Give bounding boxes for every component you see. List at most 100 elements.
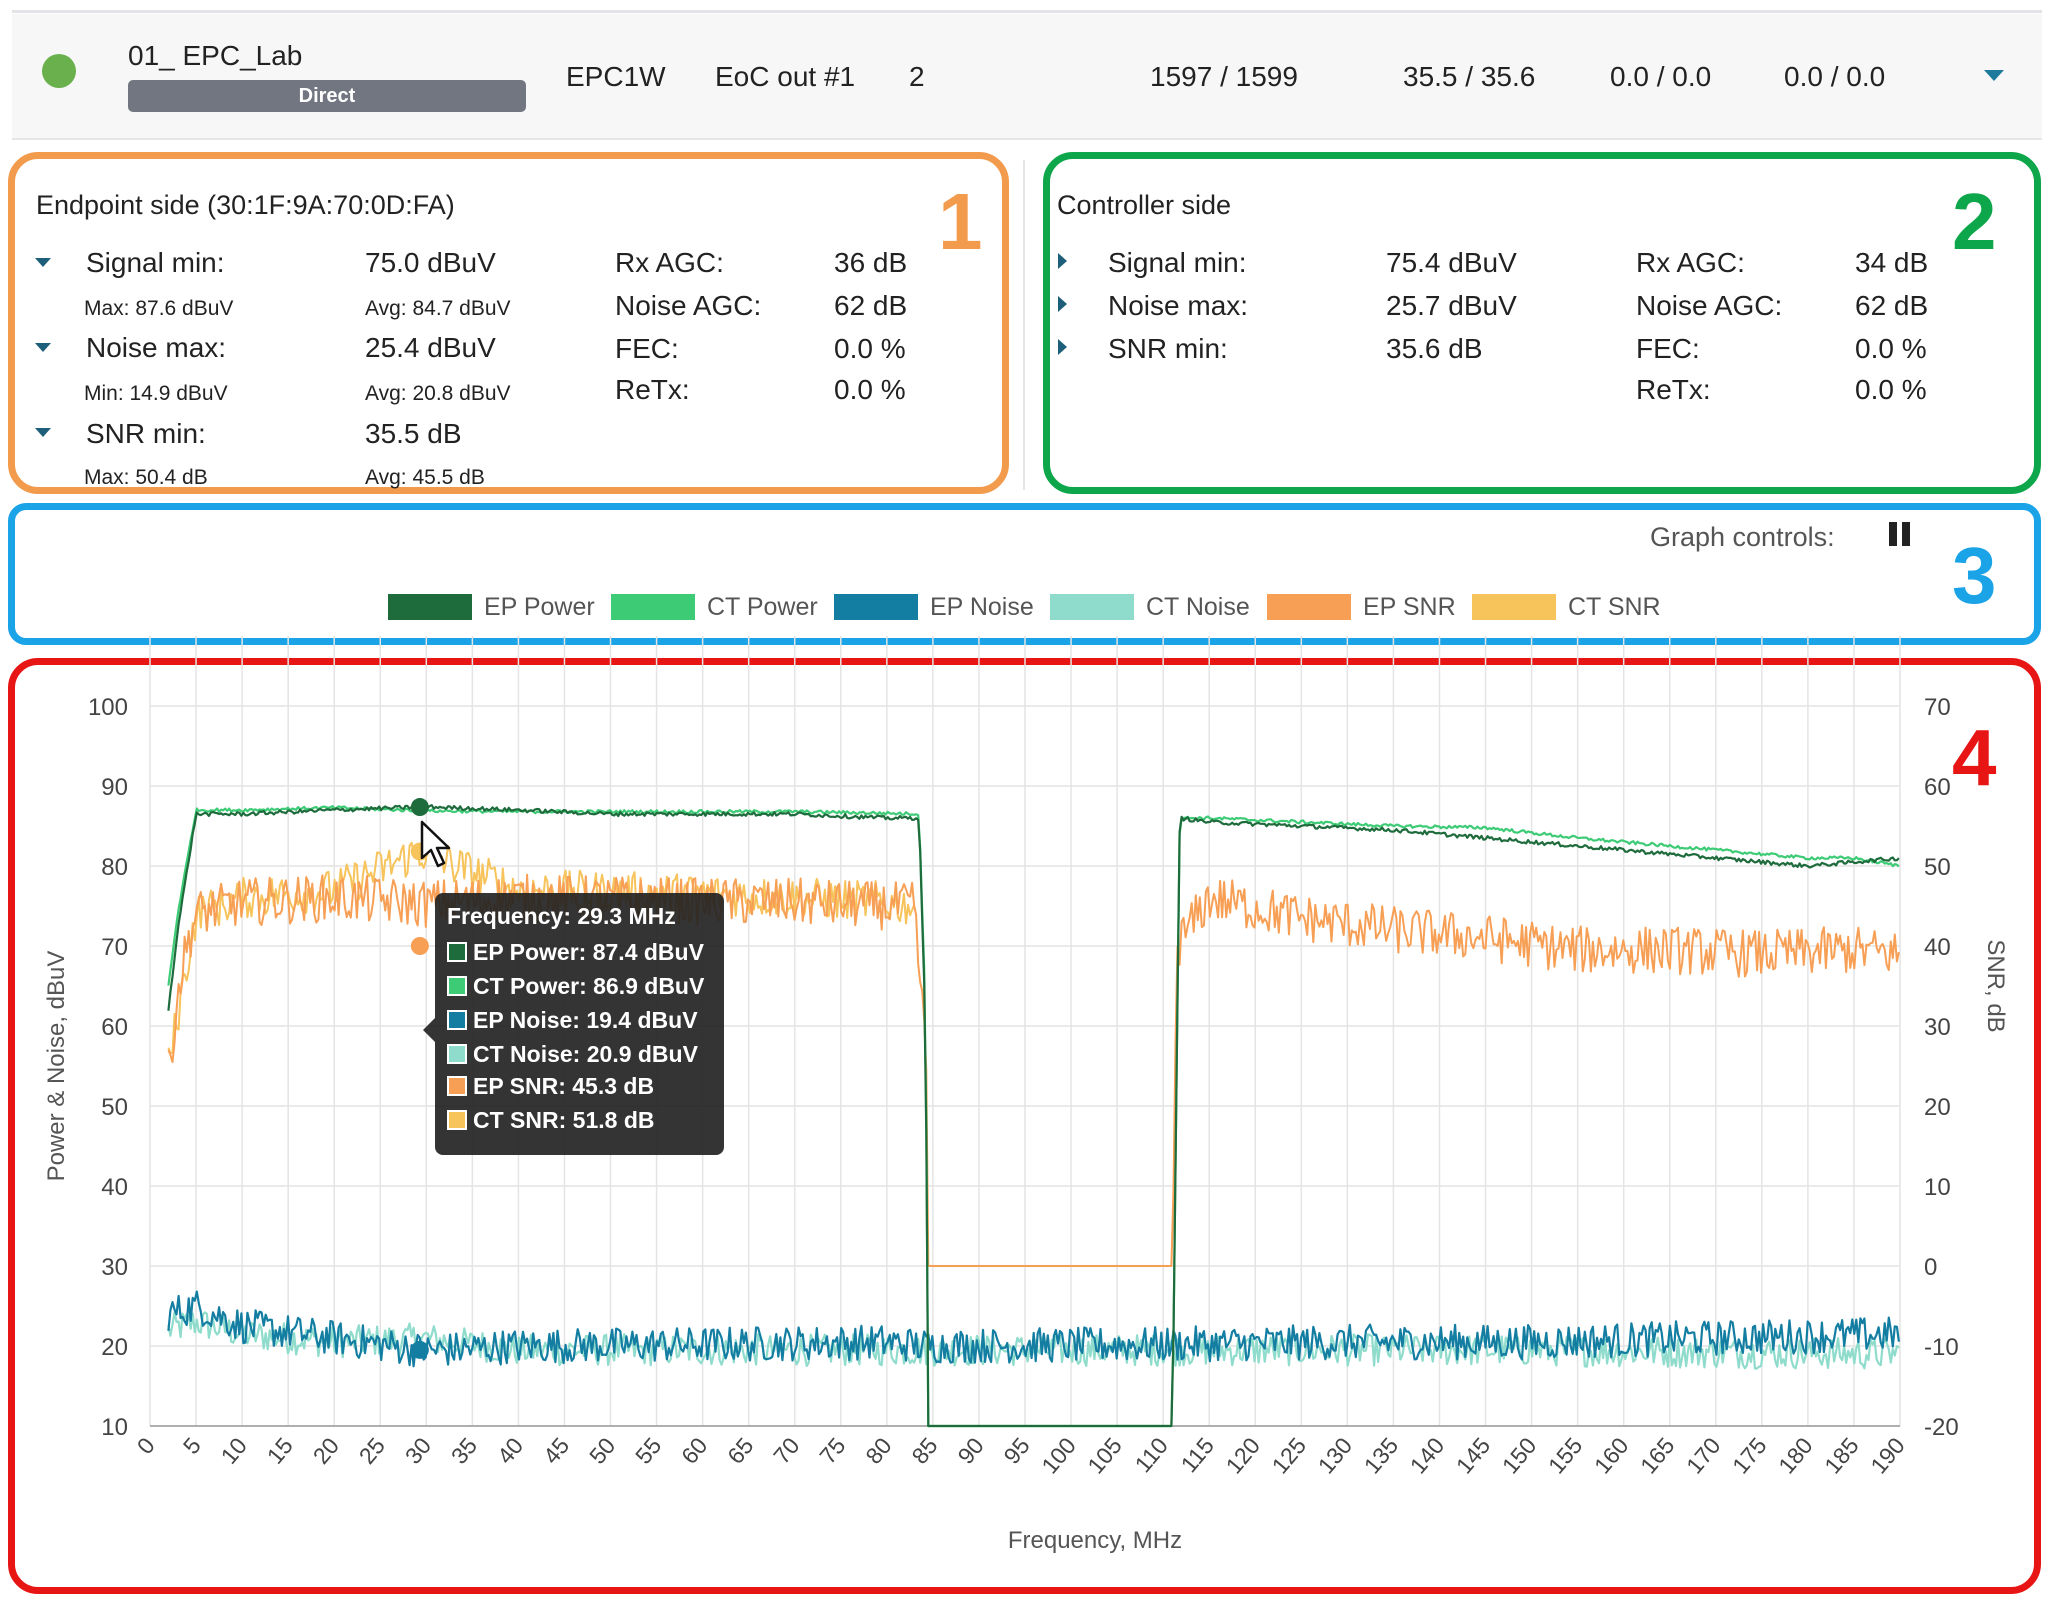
y-tick-label: 30 — [101, 1254, 128, 1281]
ep-retx-value: 0.0 % — [834, 374, 906, 405]
ep-fec-value: 0.0 % — [834, 333, 906, 364]
y-tick-label: 20 — [101, 1334, 128, 1361]
expand-noise-icon[interactable] — [35, 343, 51, 352]
legend-ep-noise[interactable]: EP Noise — [834, 592, 1034, 622]
controller-title: Controller side — [1057, 190, 1232, 220]
x-tick-label: 60 — [676, 1433, 712, 1469]
endpoint-title: Endpoint side (30:1F:9A:70:0D:FA) — [36, 190, 455, 220]
y-tick-label: 100 — [88, 694, 128, 721]
y2-tick-label: -20 — [1924, 1414, 1959, 1441]
tooltip-row: CT SNR: 51.8 dB — [447, 1105, 654, 1135]
ct-noise-max-label: Noise max: — [1108, 290, 1249, 321]
expand-ct-signal-icon[interactable] — [1058, 253, 1067, 269]
series-line-ep-power — [167, 804, 1900, 1428]
legend-ct-power[interactable]: CT Power — [611, 592, 818, 622]
legend-swatch — [388, 594, 472, 620]
tooltip-swatch — [447, 1076, 467, 1096]
x-tick-label: 100 — [1036, 1433, 1081, 1479]
tooltip-swatch — [447, 1010, 467, 1030]
tooltip-swatch — [447, 1044, 467, 1064]
tooltip-text: CT SNR: 51.8 dB — [473, 1106, 655, 1133]
x-tick-label: 50 — [584, 1433, 620, 1469]
x-tick-label: 80 — [860, 1433, 896, 1469]
ct-retx-label: ReTx: — [1636, 374, 1711, 405]
panel-divider — [1023, 160, 1025, 490]
x-tick-label: 85 — [906, 1433, 942, 1469]
expand-chevron-icon[interactable] — [1984, 70, 2004, 81]
ct-fec-label: FEC: — [1636, 333, 1700, 364]
legend-ct-snr[interactable]: CT SNR — [1472, 592, 1661, 622]
tooltip-swatch — [447, 976, 467, 996]
ep-noise-agc-value: 62 dB — [834, 290, 908, 321]
expand-ct-noise-icon[interactable] — [1058, 296, 1067, 312]
tooltip-text: CT Noise: 20.9 dBuV — [473, 1040, 698, 1067]
legend-ep-power[interactable]: EP Power — [388, 592, 595, 622]
annotation-number-3: 3 — [1952, 531, 1997, 620]
y2-tick-label: 10 — [1924, 1174, 1951, 1201]
ep-noise-max-value: 25.4 dBuV — [365, 332, 496, 363]
tooltip-row: CT Power: 86.9 dBuV — [447, 971, 704, 1001]
x-tick-label: 30 — [400, 1433, 436, 1469]
pause-icon[interactable] — [1889, 522, 1911, 546]
x-tick-label: 160 — [1589, 1433, 1634, 1479]
x-tick-label: 135 — [1359, 1433, 1404, 1479]
legend-label: CT SNR — [1568, 592, 1661, 621]
legend-label: EP Noise — [930, 592, 1034, 621]
device-port: EoC out #1 — [715, 61, 856, 92]
x-tick-label: 190 — [1865, 1433, 1910, 1479]
ep-noise-min: Min: 14.9 dBuV — [84, 382, 228, 405]
expand-snr-icon[interactable] — [35, 428, 51, 437]
ep-noise-agc-label: Noise AGC: — [615, 290, 762, 321]
y-tick-label: 90 — [101, 774, 128, 801]
ep-noise-avg: Avg: 20.8 dBuV — [365, 382, 511, 405]
y2-tick-label: -10 — [1924, 1334, 1959, 1361]
x-tick-label: 10 — [216, 1433, 252, 1469]
ct-rx-agc-label: Rx AGC: — [1636, 247, 1745, 278]
ep-retx-label: ReTx: — [615, 374, 690, 405]
top-divider — [12, 10, 2042, 13]
x-tick-label: 45 — [538, 1433, 574, 1469]
y2-tick-label: 50 — [1924, 854, 1951, 881]
x-tick-label: 180 — [1773, 1433, 1818, 1479]
status-dot — [42, 54, 76, 88]
legend-swatch — [834, 594, 918, 620]
y-tick-label: 10 — [101, 1414, 128, 1441]
expand-ct-snr-icon[interactable] — [1058, 339, 1067, 355]
spectrum-chart[interactable]: 102030405060708090100-20-100102030405060… — [0, 630, 2053, 1590]
tooltip-text: EP Noise: 19.4 dBuV — [473, 1006, 698, 1033]
ep-snr-min-label: SNR min: — [86, 418, 206, 449]
ct-noise-agc-label: Noise AGC: — [1636, 290, 1783, 321]
device-name: 01_ EPC_Lab — [128, 40, 303, 71]
chart-tooltip: Frequency: 29.3 MHz EP Power: 87.4 dBuV … — [423, 893, 724, 1155]
ep-signal-min-value: 75.0 dBuV — [365, 247, 496, 278]
ep-fec-label: FEC: — [615, 333, 679, 364]
rate-values: 1597 / 1599 — [1150, 61, 1298, 92]
ep-snr-min-value: 35.5 dB — [365, 418, 462, 449]
annotation-box-1 — [8, 152, 1009, 494]
connection-badge: Direct — [128, 80, 526, 112]
expand-signal-icon[interactable] — [35, 258, 51, 267]
x-tick-label: 110 — [1129, 1433, 1172, 1478]
device-row[interactable]: 01_ EPC_Lab Direct EPC1W EoC out #1 2 15… — [12, 14, 2042, 140]
error-values-1: 0.0 / 0.0 — [1610, 61, 1712, 92]
x-tick-label: 145 — [1451, 1433, 1496, 1479]
hover-marker-ep-noise — [410, 1340, 429, 1359]
x-tick-label: 90 — [952, 1433, 988, 1469]
x-tick-label: 115 — [1176, 1433, 1219, 1478]
tooltip-row: EP Noise: 19.4 dBuV — [447, 1005, 698, 1035]
tooltip-text: EP Power: 87.4 dBuV — [473, 938, 704, 965]
legend-swatch — [1472, 594, 1556, 620]
y2-tick-label: 60 — [1924, 774, 1951, 801]
ct-rx-agc-value: 34 dB — [1855, 247, 1929, 278]
y2-tick-label: 20 — [1924, 1094, 1951, 1121]
ct-noise-max-value: 25.7 dBuV — [1386, 290, 1517, 321]
legend-ep-snr[interactable]: EP SNR — [1267, 592, 1456, 622]
ep-noise-max-label: Noise max: — [86, 332, 227, 363]
error-values-2: 0.0 / 0.0 — [1784, 61, 1886, 92]
x-tick-label: 35 — [446, 1433, 482, 1469]
legend-ct-noise[interactable]: CT Noise — [1050, 592, 1250, 622]
x-tick-label: 65 — [722, 1433, 758, 1469]
x-tick-label: 70 — [768, 1433, 804, 1469]
x-axis-title: Frequency, MHz — [1008, 1527, 1182, 1554]
annotation-box-2 — [1043, 152, 2041, 494]
